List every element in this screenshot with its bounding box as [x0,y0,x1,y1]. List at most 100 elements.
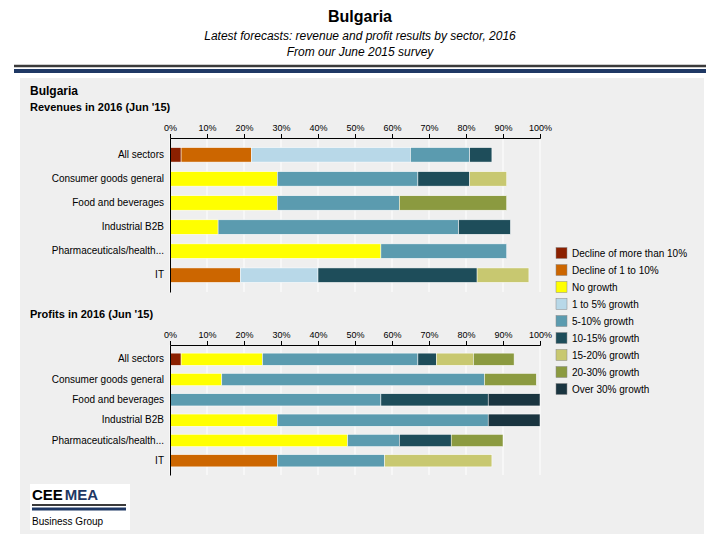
tick-mark [281,134,282,138]
tick: IT [155,455,170,466]
bar-segment [491,148,492,162]
logo-rule [32,504,126,506]
bar-segment [514,353,515,365]
legend-item: Over 30% growth [556,384,649,396]
legend: Decline of more than 10% Decline of 1 to … [556,248,687,396]
tick-mark [170,134,171,138]
grid-line [540,345,541,475]
bar-segment [491,455,492,467]
bar-segment [170,414,277,426]
axis-domain [170,139,171,293]
legend-item: Decline of more than 10% [556,248,687,260]
bar-segment [506,244,507,258]
bar-segment [170,455,277,467]
tick-mark [466,134,467,138]
bar-segment [506,244,507,258]
grid-line [170,345,171,475]
tick-mark [355,341,356,345]
legend-swatch [556,316,567,327]
tick-label: 60% [383,330,401,340]
tick: Industrial B2B [102,221,170,232]
tick: 0% [164,330,177,345]
tick: 40% [309,123,327,138]
legend-swatch [556,367,567,378]
bar-segment [506,196,507,210]
tick: 60% [383,330,401,345]
tick: 60% [383,123,401,138]
tick: All sectors [118,353,170,364]
bar-segment [170,172,277,186]
tick-label: Food and beverages [72,394,164,405]
series [170,353,181,365]
chart [170,345,540,475]
bar-segment [170,373,222,385]
tick-label: 40% [309,123,327,133]
inner-title: Bulgaria [30,84,78,98]
chart-title: Revenues in 2016 (Jun '15) [30,101,171,113]
bar-segment [528,268,529,282]
bar-segment [510,220,511,234]
bars [170,148,529,283]
legend-item: 1 to 5% growth [556,299,639,311]
tick-mark [281,341,282,345]
tick-label: 50% [346,330,364,340]
tick-mark [503,134,504,138]
logo-text: Business Group [32,516,104,527]
tick: 80% [457,330,475,345]
tick-label: 90% [494,330,512,340]
tick: 70% [420,123,438,138]
tick: Food and beverages [72,197,170,208]
legend-swatch [556,248,567,259]
bar-segment [170,196,277,210]
tick-label: 0% [164,330,177,340]
tick-label: 90% [494,123,512,133]
legend-swatch [556,333,567,344]
tick-label: Pharmaceuticals/health... [52,435,164,446]
tick-mark [318,341,319,345]
grid [170,138,540,292]
tick-label: Industrial B2B [102,221,165,232]
bar-segment [506,244,507,258]
tick: 40% [309,330,327,345]
tick: Food and beverages [72,394,170,405]
tick: 10% [198,123,216,138]
tick: Industrial B2B [102,414,170,425]
tick: 10% [198,330,216,345]
panel [20,78,704,534]
bar-segment [170,394,381,406]
bar-segment [277,196,399,210]
bar-segment [181,148,251,162]
tick: Consumer goods general [52,374,170,385]
axis-domain [171,341,541,346]
bar-segment [251,148,410,162]
logo: CEEMEABusiness Group [30,484,130,530]
series [488,394,540,427]
legend-item: Decline of 1 to 10% [556,265,659,277]
tick-mark [392,341,393,345]
tick: 50% [346,330,364,345]
bar-segment [491,455,492,467]
bar-segment [240,268,318,282]
tick-label: 80% [457,330,475,340]
legend-label: 15-20% growth [572,350,639,361]
bar-segment [385,455,492,467]
tick: 30% [272,330,290,345]
legend-item: 20-30% growth [556,367,639,379]
tick-label: 10% [198,330,216,340]
bar-segment [170,434,348,446]
tick-label: 80% [457,123,475,133]
bar-segment [418,172,470,186]
series [470,172,529,283]
legend-label: Decline of more than 10% [572,248,687,259]
page-subtitle: Latest forecasts: revenue and profit res… [204,29,516,43]
series [170,455,277,467]
tick-label: IT [155,455,164,466]
bar-segment [277,455,384,467]
series [170,148,181,162]
bar-segment [488,394,540,406]
legend-label: No growth [572,282,618,293]
y-axis: All sectorsConsumer goods generalFood an… [52,139,171,293]
tick-mark [540,134,541,138]
legend-label: Decline of 1 to 10% [572,265,659,276]
bar-segment [348,434,400,446]
